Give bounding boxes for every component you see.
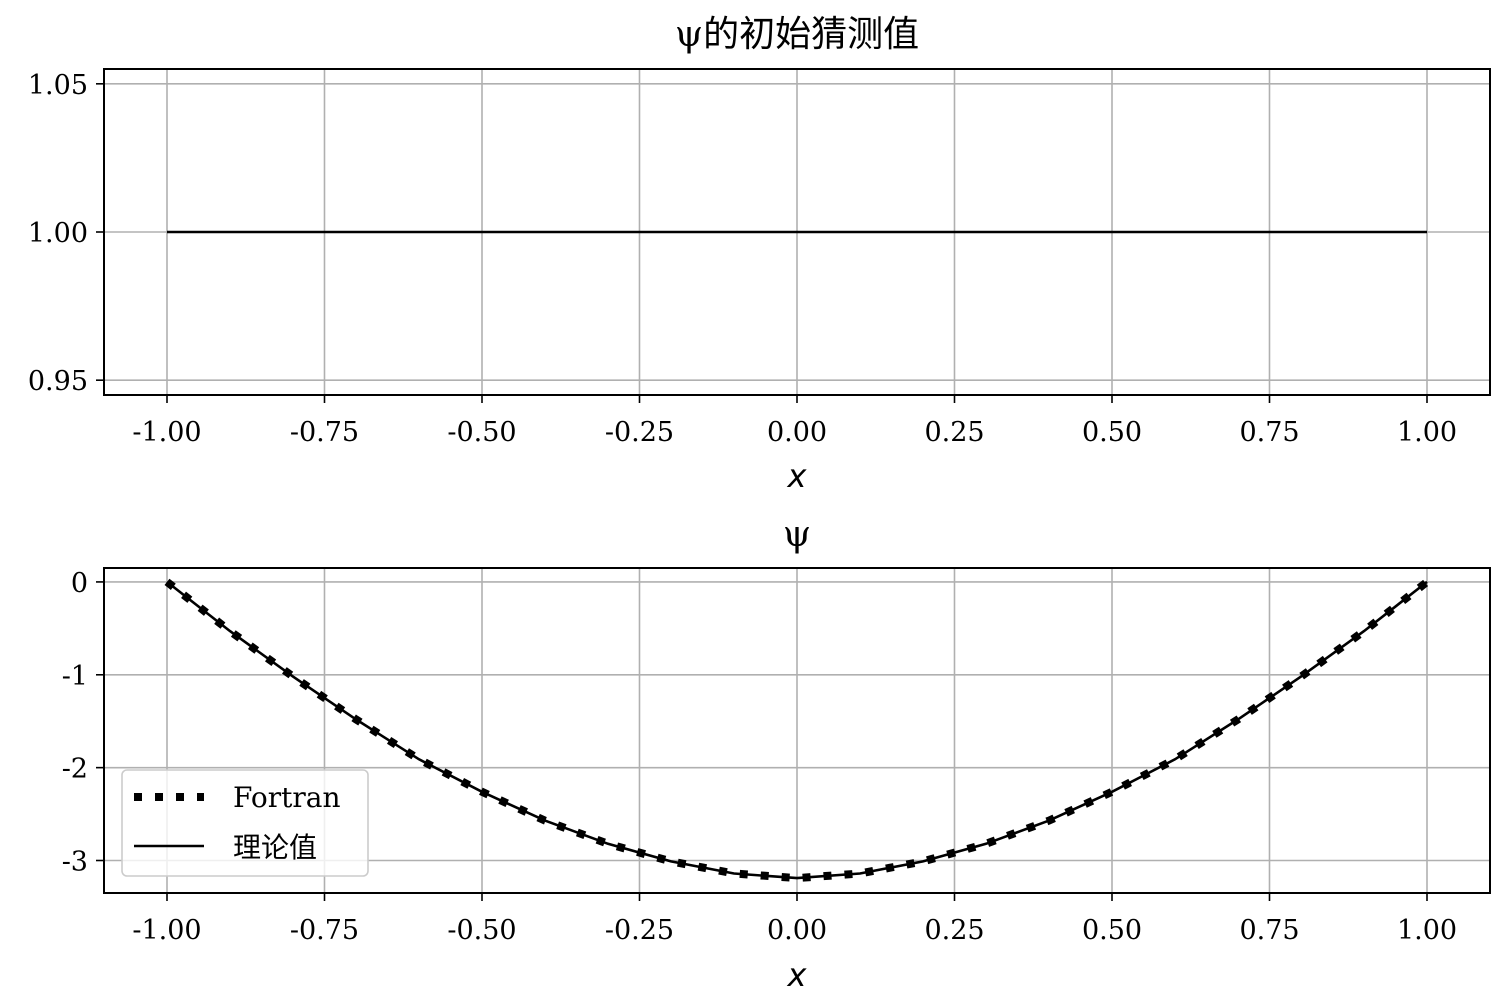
legend-theory-label: 理论值 — [233, 831, 317, 864]
y-tick-label: 1.00 — [28, 218, 88, 249]
x-tick-label: 1.00 — [1397, 417, 1457, 448]
x-tick-label: -0.50 — [447, 417, 516, 448]
bottom-chart-title: ψ — [783, 514, 811, 555]
top-chart-plot-area: -1.00 -0.75 -0.50 -0.25 0.00 0.25 0.50 0.75 1.00… — [28, 68, 1491, 448]
series-line-theory — [166, 580, 1428, 880]
x-tick-label: 1.00 — [1397, 915, 1457, 946]
bottom-chart: ψ x -1.00 -0.75 -0.50 -0.25 0.00 0.25 0.50 0.75… — [62, 514, 1491, 994]
x-tick-label: 0.75 — [1239, 417, 1299, 448]
x-tick-label: -0.75 — [290, 915, 359, 946]
bottom-chart-plot-area: -1.00 -0.75 -0.50 -0.25 0.00 0.25 0.50 0.75 1.00… — [62, 567, 1491, 946]
top-chart: ψ的初始猜测值 x -1.00 -0.75 -0.50 -0.25 0.00 0.25 0.… — [28, 14, 1491, 495]
x-tick-label: -1.00 — [132, 915, 201, 946]
top-chart-title: ψ的初始猜测值 — [675, 14, 919, 55]
y-tick-label: 0 — [71, 568, 88, 599]
x-tick-label: -1.00 — [132, 417, 201, 448]
x-tick-label: 0.25 — [924, 915, 984, 946]
x-tick-label: 0.25 — [924, 417, 984, 448]
x-tick-label: 0.00 — [767, 417, 827, 448]
x-tick-label: 0.75 — [1239, 915, 1299, 946]
x-tick-label: -0.50 — [447, 915, 516, 946]
legend-fortran-label: Fortran — [233, 781, 341, 814]
x-tick-label: 0.50 — [1082, 915, 1142, 946]
bottom-chart-xlabel: x — [787, 956, 808, 994]
y-tick-label: -2 — [62, 754, 88, 785]
y-tick-label: -3 — [62, 847, 88, 878]
legend: Fortran 理论值 — [121, 769, 369, 877]
x-tick-label: 0.50 — [1082, 417, 1142, 448]
x-tick-label: -0.25 — [605, 915, 674, 946]
x-tick-label: -0.75 — [290, 417, 359, 448]
y-tick-label: 0.95 — [28, 366, 88, 397]
y-tick-label: -1 — [62, 661, 88, 692]
top-chart-xlabel: x — [787, 457, 808, 495]
x-tick-label: 0.00 — [767, 915, 827, 946]
x-tick-label: -0.25 — [605, 417, 674, 448]
y-tick-label: 1.05 — [28, 70, 88, 101]
